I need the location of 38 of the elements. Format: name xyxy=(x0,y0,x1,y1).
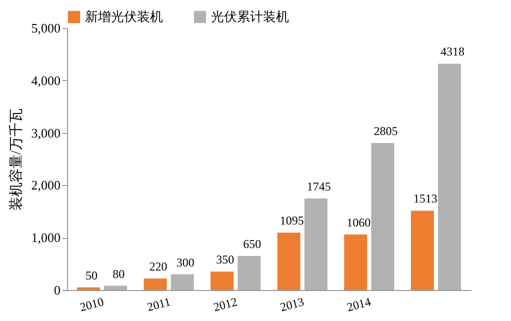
bar xyxy=(277,232,300,290)
data-label: 220 xyxy=(149,259,168,274)
bar xyxy=(438,64,461,290)
bar xyxy=(410,210,434,290)
data-label: 2805 xyxy=(374,124,398,138)
bar xyxy=(238,256,261,290)
x-tick-label: 2014 xyxy=(345,294,372,314)
x-tick-label: 2011 xyxy=(146,294,172,314)
x-tick-label: 2010 xyxy=(78,294,106,314)
y-tick-label: 1,000 xyxy=(31,230,60,246)
x-tick-label: 2013 xyxy=(278,294,306,314)
bar xyxy=(104,286,128,290)
x-tick-label: 2012 xyxy=(212,294,239,314)
data-label: 650 xyxy=(243,236,262,251)
bar xyxy=(144,278,167,290)
y-tick-label: 4,000 xyxy=(31,72,60,88)
bar xyxy=(210,272,234,290)
data-label: 1060 xyxy=(346,215,371,230)
data-label: 50 xyxy=(86,268,98,282)
data-label: 300 xyxy=(176,255,194,270)
data-label: 1745 xyxy=(306,180,331,194)
y-tick-label: 3,000 xyxy=(31,125,60,140)
data-label: 80 xyxy=(112,266,125,281)
y-tick-label: 0 xyxy=(54,282,60,298)
bar xyxy=(304,198,328,290)
data-label: 1095 xyxy=(280,214,304,228)
y-tick-label: 2,000 xyxy=(31,178,60,193)
data-label: 1513 xyxy=(413,192,438,206)
bar xyxy=(371,143,394,290)
data-label: 4318 xyxy=(440,44,464,59)
bar xyxy=(77,287,100,290)
y-axis-title: 装机容量/万千瓦 xyxy=(8,108,24,210)
bar xyxy=(344,234,368,290)
legend-label: 光伏累计装机 xyxy=(211,9,289,24)
y-tick-label: 5,000 xyxy=(31,20,60,36)
legend-label: 新增光伏装机 xyxy=(85,9,163,24)
bar xyxy=(170,274,194,290)
data-label: 350 xyxy=(216,252,234,267)
